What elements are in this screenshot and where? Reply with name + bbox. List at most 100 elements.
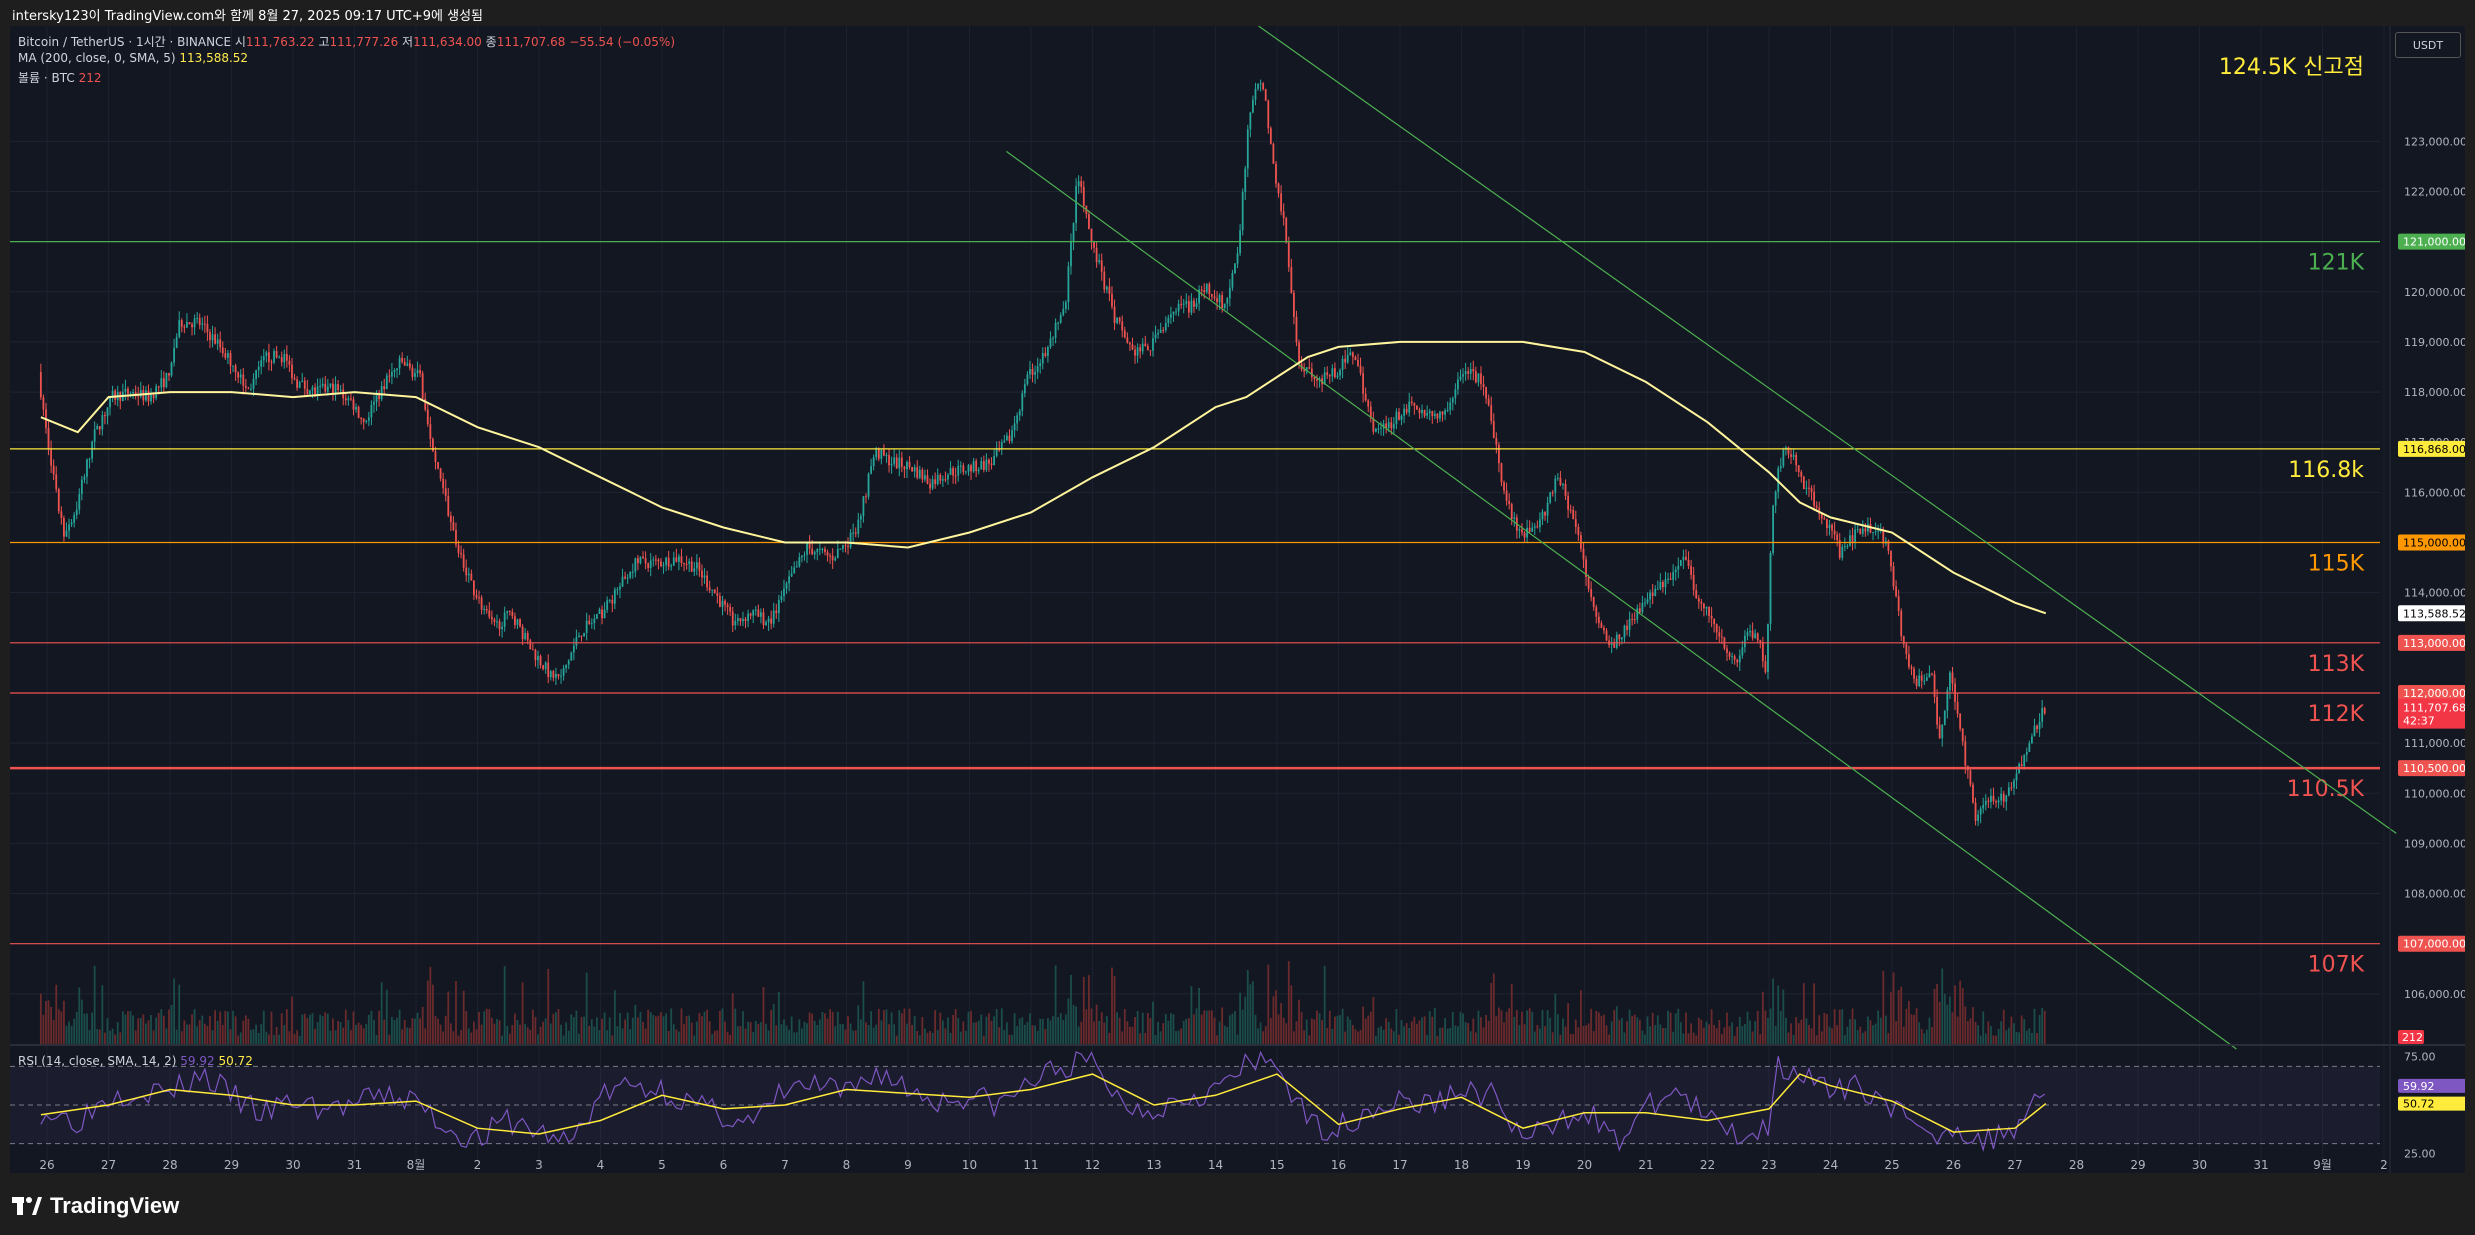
volume-bar [1854,1019,1856,1044]
time-axis-label: 23 [1761,1158,1776,1172]
candle-body [549,671,552,678]
candle-body [1562,483,1564,486]
time-axis-label: 10 [962,1158,977,1172]
volume-bar [1421,1017,1423,1044]
time-axis-label: 8 [843,1158,851,1172]
candle-body [698,562,701,571]
candle-body [1487,398,1490,406]
candle-body [1841,546,1844,558]
price-chart[interactable]: 124.5K 신고점121K116.8k115K113K112K110.5K10… [10,26,2465,1173]
volume-bar [270,1011,273,1044]
volume-bar [1674,1013,1677,1044]
volume-bar [1303,1030,1306,1044]
candle-body [542,665,544,670]
volume-bar [941,1020,944,1044]
volume-bar [1095,1004,1098,1044]
volume-bar [462,990,465,1044]
candle-body [503,612,506,627]
currency-button[interactable]: USDT [2395,32,2461,58]
candle-body [1856,529,1859,531]
candle-body [852,532,855,534]
volume-bar [1272,996,1275,1044]
volume-bar [429,966,432,1044]
volume-bar [795,1032,798,1044]
volume-bar [1118,1017,1121,1044]
candle-body [1026,374,1029,385]
candle-body [408,363,411,368]
volume-bar [1900,986,1903,1044]
candle-body [657,559,660,562]
candle-body [1869,523,1872,533]
candle-body [1249,112,1252,130]
volume-bar [1339,1015,1341,1044]
candle-body [1285,218,1288,243]
volume-bar [1341,1008,1344,1044]
volume-bar [383,1019,386,1044]
volume-bar [1264,1026,1267,1044]
candle-body [1810,488,1813,492]
candle-body [352,399,355,410]
candle-body [52,465,55,475]
volume-bar [990,1020,993,1044]
candle-body [1421,409,1423,414]
volume-bar [972,1022,975,1044]
volume-bar [1925,1029,1928,1044]
volume-bar [708,1021,711,1044]
rsi-value-tag-bg [2398,1078,2465,1093]
candle-body [713,589,716,594]
volume-bar [985,1016,988,1044]
volume-bar [173,978,175,1044]
volume-bar [209,1016,211,1044]
tradingview-logo[interactable]: TradingView [12,1192,179,1220]
volume-bar [1608,1034,1610,1044]
volume-bar [2025,1030,2028,1044]
candle-body [634,558,637,572]
candle-body [191,324,193,328]
candle-body [1992,795,1995,802]
volume-bar [437,1018,439,1044]
candle-body [326,386,329,392]
candle-body [875,449,878,458]
level-axis-tag: 112,000.00 [2403,687,2465,700]
volume-bar [1195,1008,1198,1044]
volume-bar [1126,1021,1129,1044]
volume-bar [803,1021,806,1044]
candle-body [283,354,286,363]
candle-body [531,649,534,651]
volume-bar [965,1030,967,1044]
volume-bar [844,1029,847,1044]
volume-bar [1587,1023,1590,1044]
volume-bar [1016,1026,1019,1044]
candle-body [1695,590,1698,599]
volume-bar [362,1028,365,1044]
candle-body [777,600,780,614]
candle-body [929,483,931,489]
volume-bar [1938,1001,1941,1044]
candle-body [2023,754,2026,767]
volume-bar [726,1031,729,1044]
volume-bar [1044,1029,1047,1044]
candle-body [1469,368,1472,374]
candle-body [1444,410,1446,415]
candle-body [255,370,257,379]
volume-bar [1108,1032,1111,1044]
volume-bar [203,1023,206,1044]
volume-bar [644,1028,647,1044]
volume-bar [1554,993,1557,1044]
candle-body [1446,409,1449,411]
volume-bar [380,982,383,1044]
candle-body [1395,411,1398,425]
volume-bar [1298,999,1300,1044]
volume-bar [877,1008,880,1044]
volume-bar [872,1027,875,1044]
candle-body [1408,401,1411,413]
candle-body [221,347,224,354]
volume-bar [918,1035,921,1044]
ma-line [40,340,2047,615]
candle-body [329,383,332,387]
candle-body [1892,566,1895,587]
volume-bar [1961,988,1964,1044]
volume-bar [818,1019,821,1044]
volume-bar [1164,1013,1167,1044]
candle-body [216,339,219,344]
